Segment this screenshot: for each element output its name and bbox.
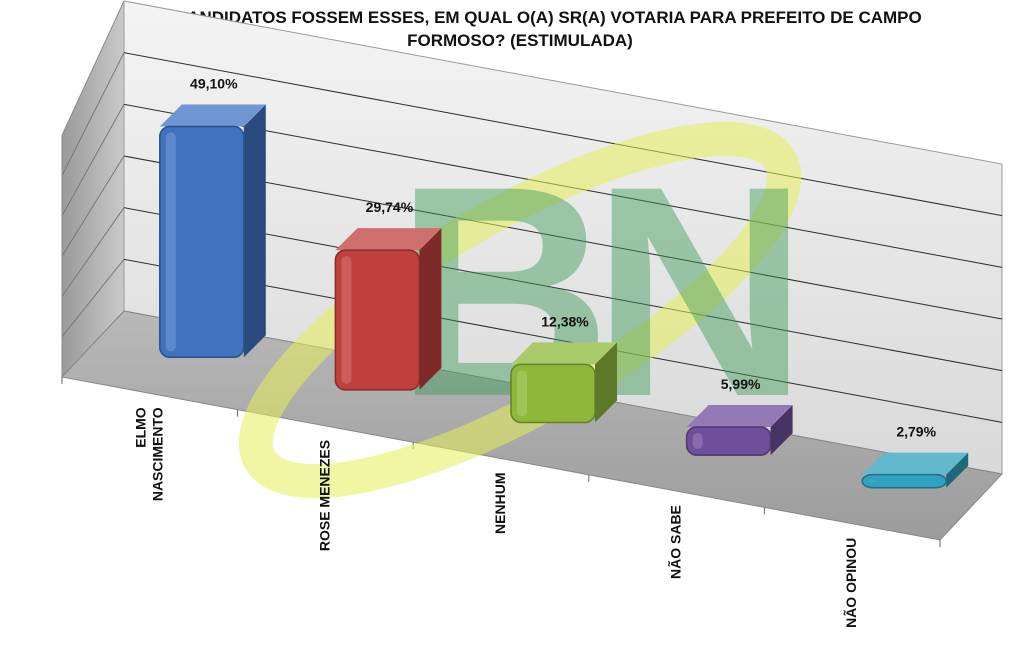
bar-side: [243, 104, 266, 358]
bar-highlight: [868, 480, 879, 482]
bar: [334, 228, 442, 391]
bar-side: [946, 452, 969, 488]
data-label: 2,79%: [896, 424, 936, 440]
data-label: 5,99%: [721, 376, 761, 392]
bar-highlight: [692, 432, 703, 450]
category-label: NÃO SABE: [667, 505, 684, 579]
gridline-side: [61, 207, 125, 297]
bar: [685, 404, 793, 456]
category-label: ELMO: [132, 407, 148, 448]
category-label: NASCIMENTO: [149, 407, 165, 501]
labels: 49,10% ELMO NASCIMENTO 29,74% ROSE MENEZES 12…: [132, 76, 936, 628]
data-label: 12,38%: [541, 313, 589, 329]
bar-highlight: [165, 132, 176, 352]
bar-top: [511, 342, 617, 365]
bar: [159, 104, 266, 359]
bar-front: [685, 426, 772, 456]
bar-front: [334, 249, 421, 391]
gridline: [123, 207, 1003, 372]
gridline-side: [61, 52, 125, 176]
bar-top: [862, 452, 969, 475]
gridline-side: [61, 259, 125, 338]
category-label: NENHUM: [492, 473, 508, 534]
gridline: [123, 258, 1003, 423]
bar-side: [595, 342, 617, 423]
bar-highlight: [517, 370, 527, 417]
bar-top: [335, 228, 442, 251]
bar-top: [686, 404, 793, 427]
category-label: NÃO OPINOU: [842, 538, 859, 628]
bar-highlight: [341, 256, 352, 384]
category-label: ROSE MENEZES: [316, 440, 332, 551]
gridline: [123, 52, 1003, 217]
gridline-side: [61, 104, 125, 217]
bars: [159, 104, 969, 489]
chart-title: SE OS CANDIDATOS FOSSEM ESSES, EM QUAL O…: [80, 6, 960, 52]
bar-side: [419, 228, 442, 390]
bar-front: [861, 473, 947, 489]
chart-title-line-2: FORMOSO? (ESTIMULADA): [407, 31, 633, 50]
bar: [510, 342, 617, 424]
data-label: 29,74%: [366, 199, 414, 215]
bar-front: [510, 363, 596, 424]
bar: [861, 452, 969, 489]
gridline-side: [61, 155, 125, 257]
chart-title-line-1: SE OS CANDIDATOS FOSSEM ESSES, EM QUAL O…: [118, 8, 922, 27]
data-label: 49,10%: [190, 76, 238, 92]
bar-top: [159, 104, 266, 127]
gridline: [123, 155, 1003, 320]
bar-side: [770, 404, 793, 456]
bar-front: [159, 125, 245, 359]
